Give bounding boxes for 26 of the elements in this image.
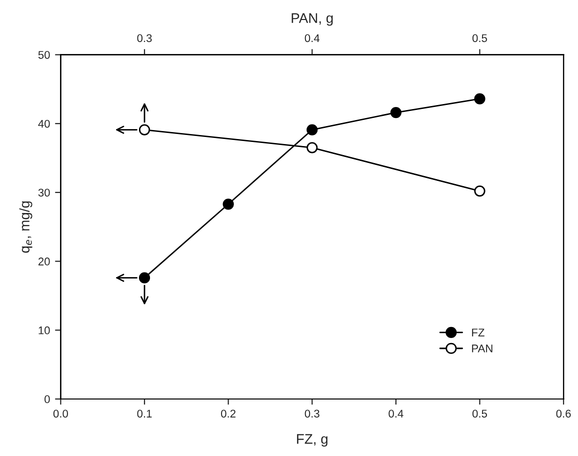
legend-label: FZ (472, 328, 484, 336)
x-axis-title: FZ, g (297, 434, 328, 447)
x2-tick-label: 0.3 (137, 34, 152, 42)
point (306, 124, 318, 136)
x-tick-label: 0.6 (556, 410, 571, 418)
x-tick-label: 0.3 (304, 410, 320, 418)
point (474, 93, 486, 104)
y-tick-label: 20 (38, 258, 50, 266)
y-tick-label: 30 (38, 188, 50, 197)
y-tick-label: 0 (44, 395, 50, 404)
point (222, 198, 234, 210)
x-tick-label: 0.1 (137, 410, 152, 418)
x-tick-label: 0.2 (221, 410, 236, 418)
point (390, 107, 402, 118)
y-tick-label: 10 (38, 326, 50, 334)
x2-axis-title: PAN, g (292, 13, 333, 26)
x2-tick-label: 0.4 (304, 34, 320, 42)
point (138, 272, 150, 284)
x2-tick-label: 0.5 (472, 34, 487, 42)
y-tick-label: 50 (38, 50, 50, 59)
x-tick-label: 0.4 (388, 410, 404, 418)
x-tick-label: 0.0 (53, 410, 68, 418)
x-tick-label: 0.5 (472, 410, 487, 418)
legend-label: PAN (472, 344, 492, 352)
y-axis-title: q$_{e}$, mg/g (19, 201, 32, 253)
y-tick-label: 40 (38, 120, 50, 128)
